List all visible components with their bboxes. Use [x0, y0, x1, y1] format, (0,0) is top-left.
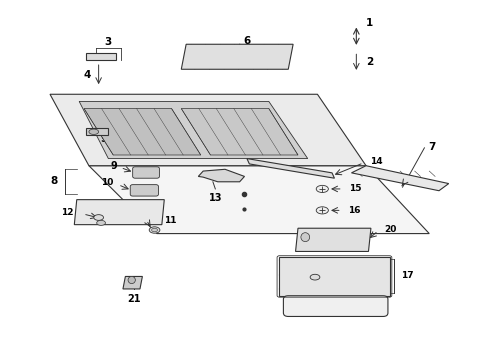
Polygon shape: [89, 166, 428, 234]
Polygon shape: [84, 109, 201, 155]
Polygon shape: [295, 228, 370, 251]
Polygon shape: [86, 128, 108, 135]
Text: 6: 6: [243, 36, 250, 46]
Text: 10: 10: [101, 178, 113, 187]
Text: 12: 12: [61, 208, 73, 217]
Text: 8: 8: [50, 176, 58, 186]
Text: 2: 2: [366, 57, 372, 67]
Ellipse shape: [128, 276, 135, 284]
Polygon shape: [79, 102, 307, 158]
Text: 19: 19: [340, 294, 353, 303]
Ellipse shape: [151, 228, 157, 232]
Text: 14: 14: [369, 157, 382, 166]
Polygon shape: [246, 158, 334, 178]
Text: 7: 7: [427, 142, 435, 152]
Ellipse shape: [309, 274, 319, 280]
FancyBboxPatch shape: [130, 185, 158, 196]
Text: 4: 4: [84, 69, 91, 80]
Text: 3: 3: [104, 37, 112, 48]
Polygon shape: [86, 53, 116, 60]
Text: 15: 15: [348, 184, 361, 193]
Ellipse shape: [97, 220, 105, 225]
Ellipse shape: [89, 129, 99, 134]
Ellipse shape: [316, 185, 328, 193]
Text: 1: 1: [366, 18, 372, 28]
Text: 16: 16: [347, 206, 360, 215]
Text: 20: 20: [384, 225, 396, 234]
Polygon shape: [50, 94, 366, 166]
Text: 21: 21: [126, 294, 140, 303]
Ellipse shape: [316, 207, 328, 214]
Ellipse shape: [300, 233, 309, 242]
FancyBboxPatch shape: [283, 296, 387, 316]
Text: 5: 5: [100, 134, 107, 144]
Polygon shape: [198, 169, 244, 182]
Polygon shape: [181, 109, 297, 155]
Text: 13: 13: [208, 193, 222, 203]
Text: 11: 11: [164, 216, 176, 225]
Ellipse shape: [94, 215, 103, 220]
Text: 9: 9: [110, 161, 117, 171]
Text: 18: 18: [340, 273, 352, 282]
Polygon shape: [278, 257, 389, 296]
Ellipse shape: [149, 227, 160, 233]
Polygon shape: [351, 166, 448, 191]
Polygon shape: [122, 276, 142, 289]
Text: 17: 17: [400, 271, 413, 280]
Polygon shape: [181, 44, 292, 69]
FancyBboxPatch shape: [132, 167, 159, 178]
Polygon shape: [74, 200, 164, 225]
